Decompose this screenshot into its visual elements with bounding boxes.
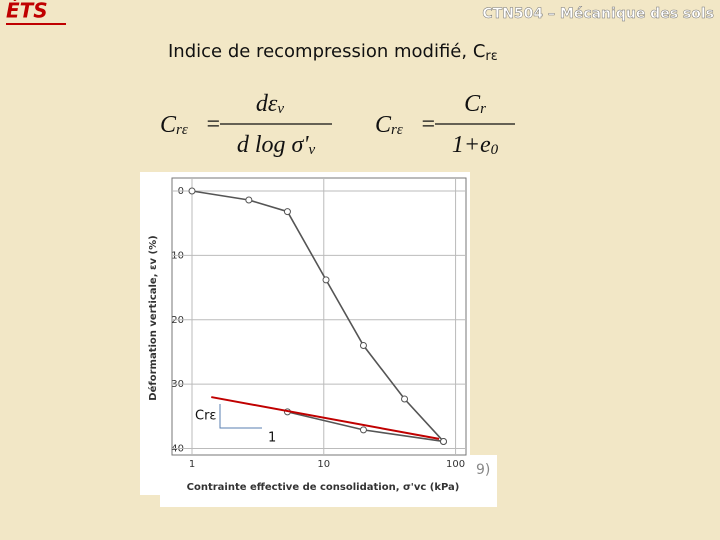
- formula-subscript: 0: [491, 142, 499, 158]
- formula-subscript: v: [277, 101, 284, 117]
- data-point: [440, 437, 448, 445]
- formula-lhs: Crε: [160, 112, 188, 139]
- formula-denominator: 1+e0: [452, 132, 499, 159]
- data-point: [401, 395, 409, 403]
- data-point: [359, 426, 367, 434]
- x-tick-label: 1: [189, 459, 195, 470]
- formula-numerator: Cr: [464, 91, 486, 118]
- x-tick-label: 100: [446, 459, 465, 470]
- figure-background: [140, 172, 470, 495]
- formula-equals: =: [205, 112, 221, 138]
- slope-triangle: [219, 404, 262, 429]
- data-point: [283, 208, 291, 216]
- data-point: [359, 342, 367, 350]
- data-point: [322, 276, 330, 284]
- course-title: CTN504 – Mécanique des sols: [482, 6, 714, 22]
- y-tick-label: 10: [171, 250, 184, 261]
- data-point: [245, 196, 253, 204]
- formula-numerator: dεv: [256, 91, 284, 118]
- formula-equals: =: [420, 112, 436, 138]
- logo: ÉTS: [6, 0, 48, 23]
- slope-line: [211, 396, 440, 440]
- slope-label: Crε: [195, 409, 216, 424]
- formula-symbol: C: [375, 112, 392, 138]
- formula-symbol: C: [160, 112, 177, 138]
- slide-title: Indice de recompression modifié, Crε: [168, 41, 498, 64]
- y-axis-label: Déformation verticale, εv (%): [147, 235, 159, 400]
- plot-frame: [171, 177, 467, 456]
- title-sub: rε: [485, 49, 497, 64]
- formula-denominator: d log σ'v: [237, 132, 316, 159]
- formula-subscript: rε: [176, 122, 188, 138]
- figure-background: [160, 455, 497, 507]
- formula-symbol: 1+e: [452, 132, 491, 158]
- formula-subscript: rε: [391, 122, 403, 138]
- x-tick-label: 10: [317, 459, 330, 470]
- slope-unit-label: 1: [268, 431, 276, 446]
- formula-symbol: dε: [256, 91, 278, 117]
- data-point: [188, 187, 196, 195]
- formula-subscript: r: [480, 101, 486, 117]
- formula-lhs: Crε: [375, 112, 403, 139]
- formula-subscript: v: [308, 142, 315, 158]
- title-main: Indice de recompression modifié, C: [168, 41, 485, 62]
- x-axis-label: Contrainte effective de consolidation, σ…: [187, 482, 460, 493]
- formula-symbol: C: [464, 91, 481, 117]
- figure-ref: 9): [476, 462, 490, 478]
- formula-symbol: d log σ': [237, 132, 310, 158]
